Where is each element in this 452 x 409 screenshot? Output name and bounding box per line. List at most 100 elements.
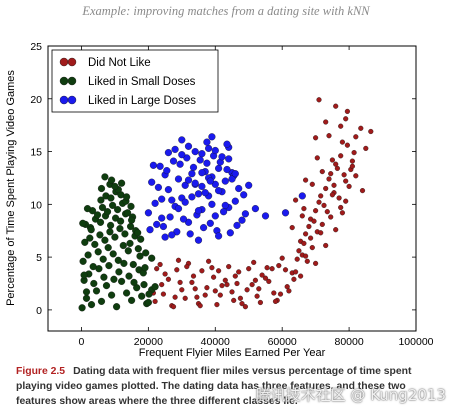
y-tick-label-4: 20	[30, 94, 42, 106]
point-series-1-131	[293, 197, 299, 203]
point-series-3-52	[203, 159, 211, 167]
point-series-1-63	[212, 288, 218, 294]
point-series-3-63	[205, 144, 213, 152]
point-series-3-38	[200, 224, 208, 232]
legend-marker-b-2	[67, 76, 77, 86]
point-series-2-20	[105, 262, 113, 270]
legend-marker-b-1	[67, 57, 77, 67]
point-series-3-0	[144, 209, 152, 217]
point-series-2-10	[128, 296, 136, 304]
point-series-2-89	[108, 176, 116, 184]
point-series-1-25	[194, 294, 200, 300]
running-head: Example: improving matches from a dating…	[82, 4, 370, 18]
point-series-3-73	[215, 187, 223, 195]
point-series-2-38	[124, 247, 132, 255]
point-series-3-22	[194, 190, 203, 198]
point-series-1-46	[189, 279, 195, 285]
point-series-1-38	[199, 268, 205, 274]
point-series-1-127	[323, 119, 329, 125]
point-series-3-96	[158, 195, 166, 203]
point-series-1-129	[343, 116, 349, 122]
point-series-1-132	[303, 177, 309, 183]
point-series-1-41	[259, 272, 265, 278]
y-tick-label-5: 25	[30, 41, 42, 53]
point-series-3-91	[261, 212, 270, 220]
point-series-3-70	[194, 207, 203, 215]
point-series-3-60	[184, 142, 193, 150]
point-series-2-0	[78, 304, 86, 312]
point-series-3-19	[174, 175, 183, 183]
point-series-2-88	[123, 193, 131, 201]
point-series-1-101	[329, 192, 335, 198]
point-series-1-103	[339, 210, 345, 216]
point-series-1-115	[353, 134, 359, 140]
point-series-3-33	[166, 213, 174, 221]
point-series-3-43	[233, 221, 241, 229]
y-tick-label-1: 5	[36, 252, 42, 264]
legend-marker-b-3	[67, 95, 77, 105]
point-series-3-79	[211, 180, 219, 188]
point-series-1-22	[165, 276, 171, 282]
point-series-1-47	[211, 274, 217, 280]
point-series-1-78	[318, 193, 324, 199]
point-series-1-120	[309, 181, 315, 187]
point-series-1-3	[177, 279, 183, 285]
point-series-3-55	[223, 165, 231, 174]
point-series-1-9	[217, 292, 223, 298]
point-series-1-114	[343, 198, 349, 204]
point-series-2-43	[86, 234, 94, 242]
point-series-1-7	[204, 285, 210, 291]
point-series-3-39	[206, 219, 214, 227]
point-series-2-23	[120, 259, 128, 267]
point-series-3-3	[164, 186, 172, 194]
point-series-3-99	[231, 170, 239, 178]
point-series-3-41	[220, 208, 228, 216]
point-series-2-77	[134, 229, 142, 237]
point-series-2-96	[87, 226, 95, 234]
point-series-1-57	[256, 286, 262, 292]
point-series-3-83	[215, 232, 223, 240]
legend-marker-3	[59, 95, 69, 105]
point-series-1-48	[229, 289, 235, 295]
point-series-1-82	[338, 153, 344, 159]
point-series-1-137	[289, 225, 295, 231]
point-series-2-28	[145, 290, 153, 298]
point-series-1-18	[276, 263, 282, 269]
point-series-2-90	[118, 179, 126, 187]
point-series-1-92	[336, 195, 342, 201]
point-series-3-44	[240, 191, 248, 199]
point-series-1-31	[254, 293, 260, 299]
point-series-1-116	[358, 125, 364, 131]
point-series-1-134	[326, 133, 332, 139]
point-series-2-73	[114, 206, 122, 214]
legend-marker-1	[59, 57, 69, 67]
point-series-1-29	[234, 280, 240, 287]
point-series-1-130	[353, 173, 359, 179]
point-series-1-83	[343, 178, 349, 184]
point-series-1-113	[338, 204, 344, 211]
point-series-1-66	[272, 298, 279, 304]
point-series-2-51	[126, 239, 134, 247]
point-series-2-84	[127, 202, 135, 210]
point-series-1-14	[249, 282, 255, 288]
point-series-3-88	[228, 175, 236, 183]
point-series-1-111	[328, 214, 334, 220]
point-series-3-81	[168, 231, 176, 239]
point-series-1-30	[246, 266, 252, 272]
point-series-2-94	[79, 219, 87, 227]
point-series-3-29	[241, 210, 249, 218]
point-series-1-128	[333, 103, 339, 109]
point-series-1-23	[174, 267, 180, 273]
point-series-3-90	[251, 205, 259, 213]
point-series-3-1	[151, 199, 159, 207]
point-series-2-100	[148, 254, 156, 262]
point-series-1-65	[252, 277, 258, 283]
point-series-1-77	[313, 208, 319, 214]
point-series-3-30	[146, 226, 154, 234]
point-series-2-47	[106, 228, 114, 236]
point-series-1-117	[363, 145, 369, 151]
point-series-1-133	[314, 155, 320, 161]
y-tick-label-0: 0	[36, 305, 42, 317]
point-series-3-58	[171, 145, 179, 153]
point-series-1-122	[329, 157, 335, 163]
